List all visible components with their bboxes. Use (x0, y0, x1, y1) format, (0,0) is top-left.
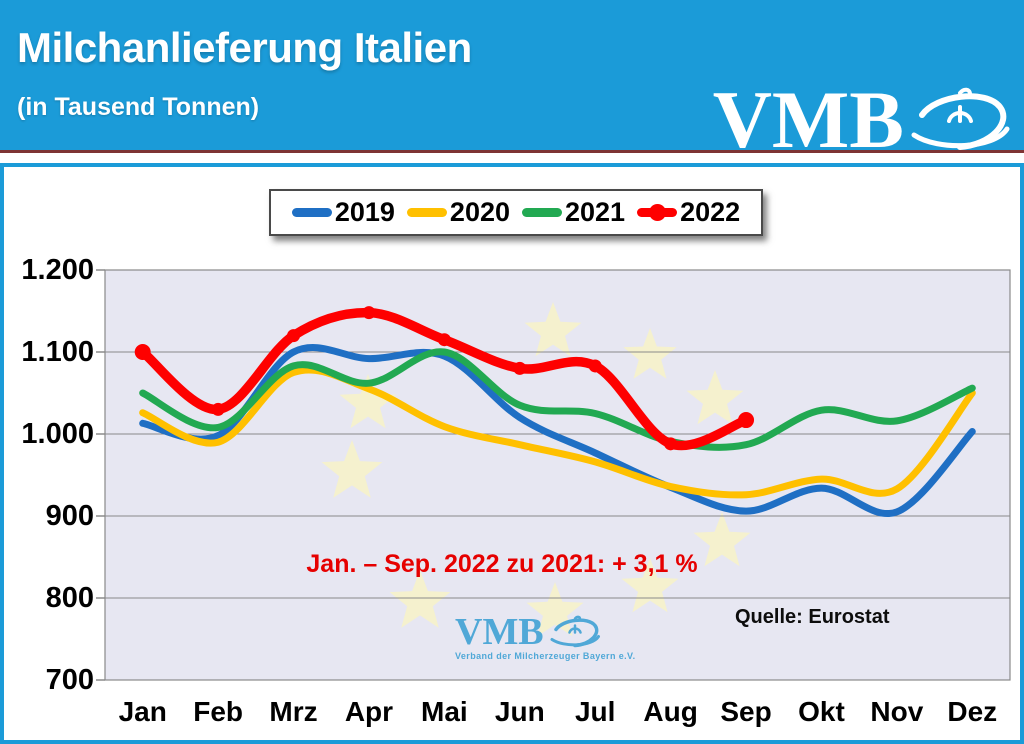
x-label-jun: Jun (494, 696, 545, 727)
legend-label-2020: 2020 (449, 197, 510, 227)
x-label-mrz: Mrz (269, 696, 318, 727)
y-tick-1000: 1.000 (21, 418, 94, 450)
legend-label-2022: 2022 (680, 197, 741, 227)
x-label-jan: Jan (118, 696, 167, 727)
legend-swatch-2022 (637, 204, 678, 221)
page-title: Milchanlieferung Italien (17, 24, 472, 71)
x-label-dez: Dez (947, 696, 998, 727)
x-label-okt: Okt (798, 696, 845, 727)
vmb-logo-text: VMB (712, 74, 904, 153)
x-label-aug: Aug (643, 696, 698, 727)
x-label-jul: Jul (574, 696, 616, 727)
x-label-mai: Mai (421, 696, 468, 727)
header-bar: Milchanlieferung Italien (in Tausend Ton… (0, 0, 1024, 153)
vmb-swoosh-icon (911, 87, 1010, 150)
y-tick-800: 800 (45, 582, 94, 614)
legend-item-2022: 2022 (637, 197, 740, 228)
y-tick-700: 700 (45, 664, 94, 696)
legend-item-2020: 2020 (406, 197, 510, 228)
y-tick-1200: 1.200 (21, 254, 94, 286)
legend-swatch-2020 (406, 208, 447, 217)
y-tick-1100: 1.100 (21, 336, 94, 368)
watermark: VMB Verband der Milcherzeuger Bayern e.V… (455, 611, 636, 661)
x-label-sep: Sep (720, 696, 772, 727)
x-label-apr: Apr (344, 696, 394, 727)
annotation-text: Jan. – Sep. 2022 zu 2021: + 3,1 % (306, 550, 698, 578)
watermark-swoosh-icon (550, 615, 600, 648)
legend-swatch-2021 (522, 208, 562, 217)
legend-label-2019: 2019 (334, 197, 395, 227)
page-subtitle: (in Tausend Tonnen) (17, 93, 260, 121)
legend-item-2021: 2021 (522, 197, 625, 228)
watermark-vmb-text: VMB (455, 611, 544, 653)
x-label-nov: Nov (870, 696, 924, 727)
chart-legend: 2019 2020 2021 2022 (269, 189, 763, 236)
legend-label-2021: 2021 (565, 197, 626, 227)
y-tick-900: 900 (45, 500, 94, 532)
legend-swatch-2019 (291, 208, 332, 217)
source-text: Quelle: Eurostat (735, 606, 890, 628)
legend-item-2019: 2019 (291, 197, 395, 228)
x-label-feb: Feb (193, 696, 244, 727)
watermark-tagline: Verband der Milcherzeuger Bayern e.V. (455, 651, 636, 661)
vmb-logo: VMB (712, 74, 1012, 153)
